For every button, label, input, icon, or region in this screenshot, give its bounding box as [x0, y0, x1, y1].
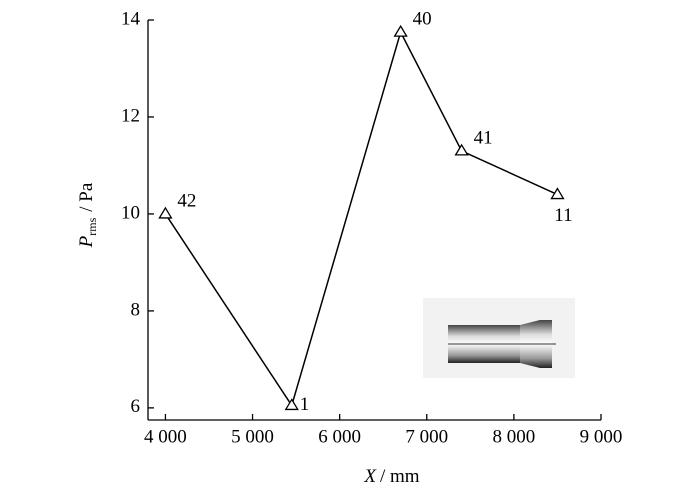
x-axis-label: X / mm	[363, 466, 419, 487]
y-tick-label: 8	[131, 299, 141, 320]
marker	[550, 187, 565, 200]
x-tick-label: 6 000	[318, 426, 361, 447]
y-tick-label: 14	[121, 8, 141, 29]
x-tick-label: 5 000	[231, 426, 274, 447]
x-tick-label: 9 000	[580, 426, 623, 447]
marker	[158, 206, 173, 219]
x-tick-label: 8 000	[493, 426, 536, 447]
y-label-sub: rms	[85, 217, 99, 235]
x-label-symbol: X	[363, 466, 377, 487]
x-tick-label: 4 000	[144, 426, 187, 447]
point-label: 41	[474, 127, 493, 148]
x-label-unit: / mm	[380, 466, 420, 487]
y-tick-label: 12	[121, 105, 140, 126]
y-tick-label: 6	[131, 396, 141, 417]
x-tick-label: 7 000	[405, 426, 448, 447]
inset-image	[423, 298, 575, 378]
point-label: 40	[413, 8, 432, 29]
marker	[284, 398, 299, 411]
y-label-unit: / Pa	[76, 182, 97, 212]
y-tick-label: 10	[121, 202, 140, 223]
y-axis-label: Prms / Pa	[76, 182, 98, 248]
y-label-symbol: P	[76, 235, 97, 248]
marker	[393, 24, 408, 37]
marker	[454, 143, 469, 156]
point-label: 11	[554, 205, 572, 226]
point-label: 1	[300, 394, 310, 415]
point-label: 42	[177, 190, 196, 211]
